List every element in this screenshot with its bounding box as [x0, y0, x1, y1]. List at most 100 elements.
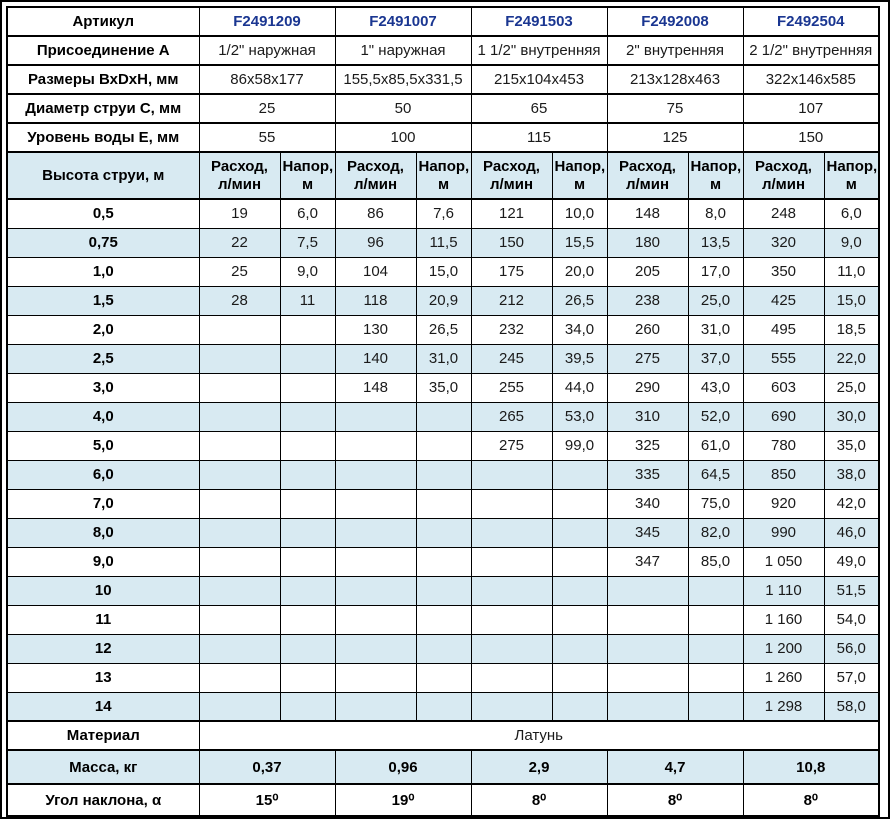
spec-value: 1/2" наружная	[198, 35, 336, 66]
data-cell	[470, 575, 553, 606]
spec-header-row: Размеры ВхDхН, мм 86х58х177 155,5х85,5х331…	[6, 64, 880, 95]
flow-rate-header: Расход, л/мин	[606, 151, 689, 200]
data-cell: 53,0	[551, 401, 608, 432]
spec-value: 65	[470, 93, 608, 124]
data-cell	[279, 575, 336, 606]
data-cell	[198, 575, 281, 606]
jet-height-value: 10	[6, 575, 200, 606]
data-cell: 1 160	[742, 604, 825, 635]
data-cell	[687, 662, 744, 693]
jet-height-value: 0,75	[6, 227, 200, 258]
data-row: 2,0 130 26,5 232 34,0 260 31,0 495 18,5	[6, 314, 880, 345]
data-cell	[198, 633, 281, 664]
data-cell	[470, 604, 553, 635]
flow-rate-header: Расход, л/мин	[470, 151, 553, 200]
data-cell	[551, 488, 608, 519]
spec-header-row: Уровень воды Е, мм 55 100 115 125 150	[6, 122, 880, 153]
data-cell: 30,0	[823, 401, 880, 432]
data-cell	[279, 430, 336, 461]
data-cell	[470, 459, 553, 490]
article-number: F2491007	[334, 6, 472, 37]
spec-value: 1" наружная	[334, 35, 472, 66]
data-cell: 10,0	[551, 198, 608, 229]
data-cell	[334, 575, 417, 606]
data-cell: 118	[334, 285, 417, 316]
flow-rate-header: Расход, л/мин	[334, 151, 417, 200]
spec-value: 215х104х453	[470, 64, 608, 95]
data-cell: 6,0	[279, 198, 336, 229]
spec-value: 100	[334, 122, 472, 153]
data-cell: 148	[334, 372, 417, 403]
data-row: 6,0 335 64,5 850 38,0	[6, 459, 880, 490]
data-cell	[470, 517, 553, 548]
data-cell	[606, 604, 689, 635]
data-cell: 1 260	[742, 662, 825, 693]
row-label: Диаметр струи С, мм	[6, 93, 200, 124]
data-row: 1,0 25 9,0 104 15,0 175 20,0 205 17,0 350 11,0	[6, 256, 880, 287]
data-cell: 85,0	[687, 546, 744, 577]
angle-row: Угол наклона, α 15⁰ 19⁰ 8⁰ 8⁰ 8⁰	[6, 783, 880, 817]
data-cell: 1 050	[742, 546, 825, 577]
data-cell: 26,5	[415, 314, 472, 345]
data-cell	[198, 604, 281, 635]
data-cell	[279, 691, 336, 722]
row-label: Уровень воды Е, мм	[6, 122, 200, 153]
jet-height-value: 12	[6, 633, 200, 664]
data-cell: 15,5	[551, 227, 608, 258]
data-cell: 43,0	[687, 372, 744, 403]
data-cell: 26,5	[551, 285, 608, 316]
data-cell	[415, 430, 472, 461]
data-cell	[279, 546, 336, 577]
data-cell: 75,0	[687, 488, 744, 519]
data-cell: 850	[742, 459, 825, 490]
head-pressure-header: Напор, м	[279, 151, 336, 200]
data-cell	[334, 488, 417, 519]
data-cell: 18,5	[823, 314, 880, 345]
data-cell	[334, 604, 417, 635]
jet-height-value: 7,0	[6, 488, 200, 519]
row-label: Размеры ВхDхН, мм	[6, 64, 200, 95]
data-row: 14 1 298 58,0	[6, 691, 880, 722]
data-cell	[198, 691, 281, 722]
data-cell: 205	[606, 256, 689, 287]
data-cell	[279, 633, 336, 664]
spec-header-row: Артикул F2491209 F2491007 F2491503 F2492008 F…	[6, 6, 880, 37]
data-cell	[606, 662, 689, 693]
data-cell: 232	[470, 314, 553, 345]
head-pressure-header: Напор, м	[415, 151, 472, 200]
jet-height-value: 5,0	[6, 430, 200, 461]
material-row: Материал Латунь	[6, 720, 880, 751]
angle-label: Угол наклона, α	[6, 783, 200, 817]
data-cell: 31,0	[415, 343, 472, 374]
spec-header-row: Присоединение А 1/2" наружная 1" наружная 1…	[6, 35, 880, 66]
data-cell	[334, 430, 417, 461]
data-cell	[551, 546, 608, 577]
data-cell: 64,5	[687, 459, 744, 490]
material-value: Латунь	[198, 720, 880, 751]
data-cell: 150	[470, 227, 553, 258]
data-cell: 7,6	[415, 198, 472, 229]
data-cell: 35,0	[823, 430, 880, 461]
data-cell: 990	[742, 517, 825, 548]
data-cell	[198, 343, 281, 374]
data-row: 11 1 160 54,0	[6, 604, 880, 635]
flow-rate-header: Расход, л/мин	[742, 151, 825, 200]
data-cell: 86	[334, 198, 417, 229]
data-cell: 52,0	[687, 401, 744, 432]
data-row: 10 1 110 51,5	[6, 575, 880, 606]
data-cell	[415, 604, 472, 635]
data-cell: 25	[198, 256, 281, 287]
data-cell: 9,0	[823, 227, 880, 258]
data-cell	[198, 459, 281, 490]
data-row: 0,75 22 7,5 96 11,5 150 15,5 180 13,5 320 9,0	[6, 227, 880, 258]
data-cell: 38,0	[823, 459, 880, 490]
article-number: F2491503	[470, 6, 608, 37]
data-cell: 54,0	[823, 604, 880, 635]
data-cell: 37,0	[687, 343, 744, 374]
data-cell: 13,5	[687, 227, 744, 258]
data-cell: 425	[742, 285, 825, 316]
data-cell: 25,0	[687, 285, 744, 316]
data-cell	[415, 575, 472, 606]
spec-value: 55	[198, 122, 336, 153]
data-cell	[687, 604, 744, 635]
